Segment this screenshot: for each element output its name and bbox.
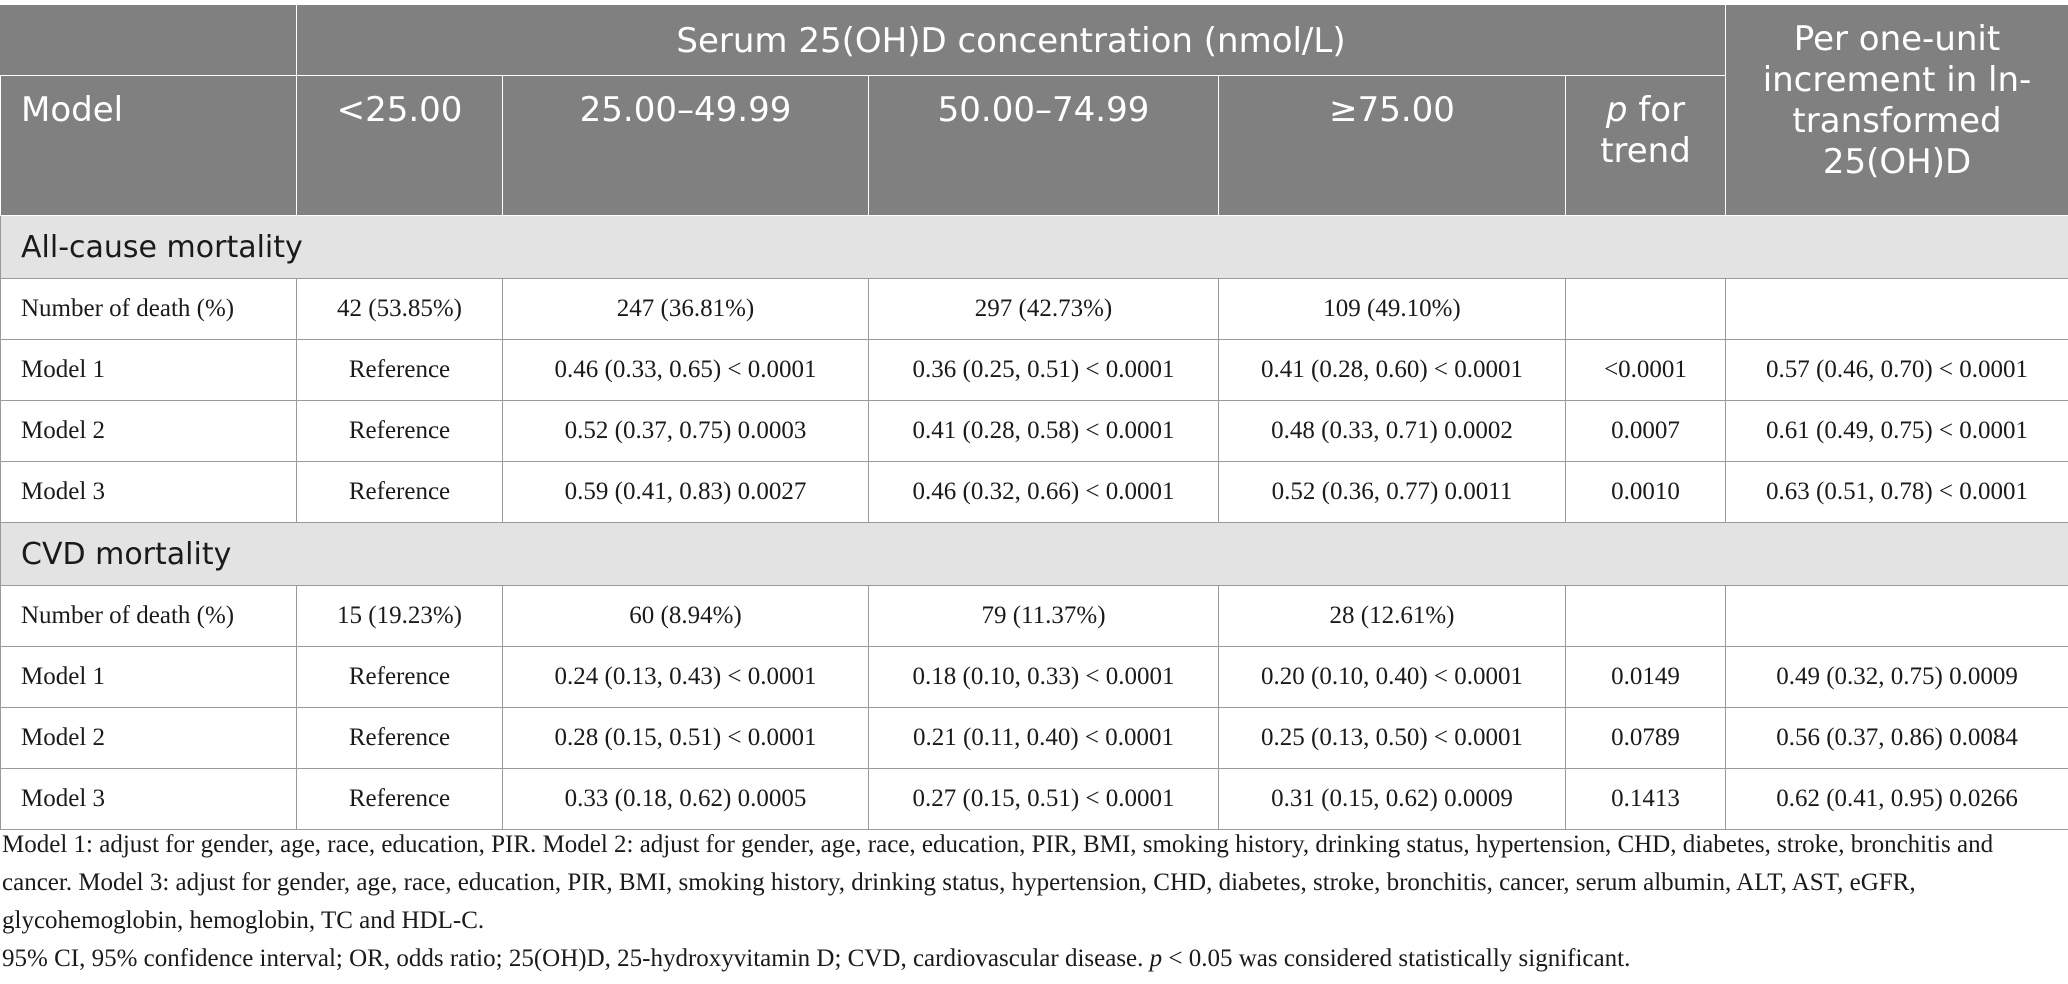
table-cell: 247 (36.81%)	[502, 278, 869, 340]
table-cell	[1725, 585, 2068, 647]
table-cell: 0.49 (0.32, 0.75) 0.0009	[1725, 646, 2068, 708]
table-cell	[1564, 278, 1727, 340]
table-cell: 0.31 (0.15, 0.62) 0.0009	[1218, 768, 1566, 830]
table-cell: 28 (12.61%)	[1218, 585, 1566, 647]
results-table: Serum 25(OH)D concentration (nmol/L) Per…	[0, 4, 2068, 830]
table-cell: 0.1413	[1564, 768, 1727, 830]
table-cell: 42 (53.85%)	[296, 278, 503, 340]
footnote-abbreviations: 95% CI, 95% confidence interval; OR, odd…	[2, 940, 2062, 978]
table-cell: 0.0789	[1564, 707, 1727, 769]
p-italic: p	[1605, 90, 1628, 130]
table-cell: 0.24 (0.13, 0.43) < 0.0001	[502, 646, 869, 708]
table-cell: 109 (49.10%)	[1218, 278, 1566, 340]
header-model: Model	[0, 75, 297, 216]
p-for-trend-text: for trend	[1600, 90, 1691, 171]
table-cell: 0.28 (0.15, 0.51) < 0.0001	[502, 707, 869, 769]
table-row: Model 3 Reference 0.59 (0.41, 0.83) 0.00…	[0, 461, 2068, 523]
table-cell: Reference	[296, 646, 503, 708]
table-cell: <0.0001	[1564, 339, 1727, 401]
header-blank-cell	[0, 4, 297, 76]
row-label: Number of death (%)	[0, 278, 297, 340]
table-cell: 0.36 (0.25, 0.51) < 0.0001	[868, 339, 1219, 401]
table-cell: 0.56 (0.37, 0.86) 0.0084	[1725, 707, 2068, 769]
table-cell: 60 (8.94%)	[502, 585, 869, 647]
row-label: Model 2	[0, 707, 297, 769]
table-cell: 79 (11.37%)	[868, 585, 1219, 647]
table-row: Number of death (%) 15 (19.23%) 60 (8.94…	[0, 585, 2068, 647]
row-label: Model 3	[0, 768, 297, 830]
header-p-for-trend: p for trend	[1564, 75, 1727, 216]
table-cell: Reference	[296, 461, 503, 523]
table-cell: 0.0007	[1564, 400, 1727, 462]
row-label: Model 3	[0, 461, 297, 523]
results-table-container: Serum 25(OH)D concentration (nmol/L) Per…	[0, 4, 2068, 830]
header-per-unit: Per one-unit increment in ln-transformed…	[1725, 4, 2068, 216]
table-cell: 0.59 (0.41, 0.83) 0.0027	[502, 461, 869, 523]
table-cell: 0.18 (0.10, 0.33) < 0.0001	[868, 646, 1219, 708]
table-row: Model 2 Reference 0.52 (0.37, 0.75) 0.00…	[0, 400, 2068, 462]
table-cell: 0.20 (0.10, 0.40) < 0.0001	[1218, 646, 1566, 708]
table-cell: 0.52 (0.36, 0.77) 0.0011	[1218, 461, 1566, 523]
table-cell: Reference	[296, 339, 503, 401]
table-cell: 0.0149	[1564, 646, 1727, 708]
table-footnotes: Model 1: adjust for gender, age, race, e…	[2, 826, 2062, 978]
table-cell: 0.62 (0.41, 0.95) 0.0266	[1725, 768, 2068, 830]
table-cell: 0.63 (0.51, 0.78) < 0.0001	[1725, 461, 2068, 523]
table-cell: 0.0010	[1564, 461, 1727, 523]
header-group-title: Serum 25(OH)D concentration (nmol/L)	[295, 4, 1727, 76]
footnote-p-italic: p	[1149, 945, 1163, 972]
table-cell: 0.52 (0.37, 0.75) 0.0003	[502, 400, 869, 462]
table-cell: 0.21 (0.11, 0.40) < 0.0001	[868, 707, 1219, 769]
table-cell: 0.57 (0.46, 0.70) < 0.0001	[1725, 339, 2068, 401]
table-cell: 0.41 (0.28, 0.60) < 0.0001	[1218, 339, 1566, 401]
section-row-cvd: CVD mortality	[0, 522, 2068, 586]
row-label: Model 1	[0, 339, 297, 401]
table-row: Model 1 Reference 0.24 (0.13, 0.43) < 0.…	[0, 646, 2068, 708]
table-cell	[1564, 585, 1727, 647]
table-row: Model 1 Reference 0.46 (0.33, 0.65) < 0.…	[0, 339, 2068, 401]
table-cell: Reference	[296, 400, 503, 462]
row-label: Model 1	[0, 646, 297, 708]
header-col-50-75: 50.00–74.99	[868, 75, 1219, 216]
section-row-all-cause: All-cause mortality	[0, 215, 2068, 279]
table-cell	[1725, 278, 2068, 340]
table-cell: 0.33 (0.18, 0.62) 0.0005	[502, 768, 869, 830]
table-row: Number of death (%) 42 (53.85%) 247 (36.…	[0, 278, 2068, 340]
header-row-group: Serum 25(OH)D concentration (nmol/L) Per…	[0, 4, 2068, 216]
table-body: All-cause mortality Number of death (%) …	[0, 215, 2068, 830]
table-cell: 0.46 (0.33, 0.65) < 0.0001	[502, 339, 869, 401]
table-row: Model 2 Reference 0.28 (0.15, 0.51) < 0.…	[0, 707, 2068, 769]
table-cell: 0.48 (0.33, 0.71) 0.0002	[1218, 400, 1566, 462]
table-cell: Reference	[296, 768, 503, 830]
row-label: Number of death (%)	[0, 585, 297, 647]
row-label: Model 2	[0, 400, 297, 462]
table-cell: Reference	[296, 707, 503, 769]
header-row-sub: Model <25.00 25.00–49.99 50.00–74.99 ≥75…	[0, 75, 2068, 216]
footnote-models: Model 1: adjust for gender, age, race, e…	[2, 831, 1994, 934]
table-cell: 297 (42.73%)	[868, 278, 1219, 340]
table-header: Serum 25(OH)D concentration (nmol/L) Per…	[0, 4, 2068, 216]
section-title: CVD mortality	[0, 522, 2068, 586]
table-cell: 0.27 (0.15, 0.51) < 0.0001	[868, 768, 1219, 830]
table-cell: 0.25 (0.13, 0.50) < 0.0001	[1218, 707, 1566, 769]
table-row: Model 3 Reference 0.33 (0.18, 0.62) 0.00…	[0, 768, 2068, 830]
table-cell: 0.46 (0.32, 0.66) < 0.0001	[868, 461, 1219, 523]
header-col-lt25: <25.00	[296, 75, 503, 216]
footnote-abbrev-end: < 0.05 was considered statistically sign…	[1162, 945, 1631, 972]
header-col-ge75: ≥75.00	[1218, 75, 1566, 216]
section-title: All-cause mortality	[0, 215, 2068, 279]
table-cell: 0.41 (0.28, 0.58) < 0.0001	[868, 400, 1219, 462]
header-col-25-50: 25.00–49.99	[502, 75, 869, 216]
table-cell: 0.61 (0.49, 0.75) < 0.0001	[1725, 400, 2068, 462]
table-cell: 15 (19.23%)	[296, 585, 503, 647]
footnote-abbrev-text: 95% CI, 95% confidence interval; OR, odd…	[2, 945, 1150, 972]
